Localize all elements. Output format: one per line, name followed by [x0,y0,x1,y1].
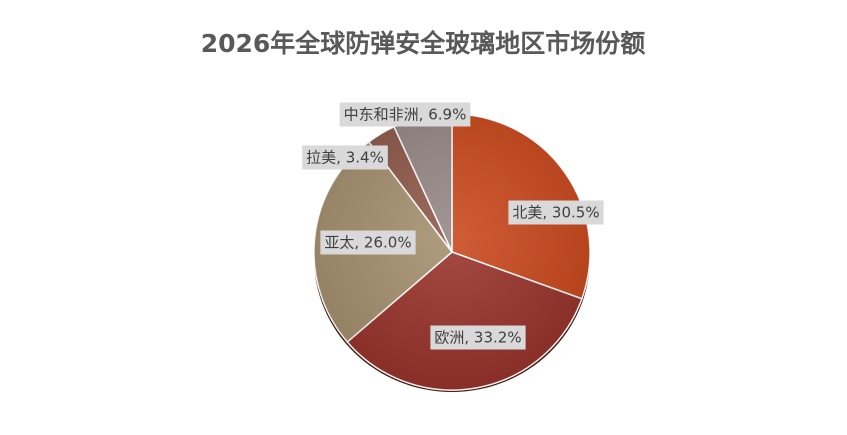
data-label: 北美, 30.5% [512,204,599,222]
data-label-bg [339,102,471,127]
data-label: 中东和非洲, 6.9% [344,106,467,124]
data-label-bg [430,325,526,350]
data-label-bg [508,200,604,225]
data-label: 欧洲, 33.2% [434,329,521,347]
data-label-bg [302,145,388,170]
labels: 北美, 30.5% 欧洲, 33.2% 亚太, 26.0% 拉美, 3.4% 中东和非洲… [302,102,604,350]
data-label: 亚太, 26.0% [324,234,411,252]
chart-title: 2026年全球防弹安全玻璃地区市场份额 [201,29,646,58]
data-label-bg [320,230,416,255]
data-label: 拉美, 3.4% [306,149,384,167]
